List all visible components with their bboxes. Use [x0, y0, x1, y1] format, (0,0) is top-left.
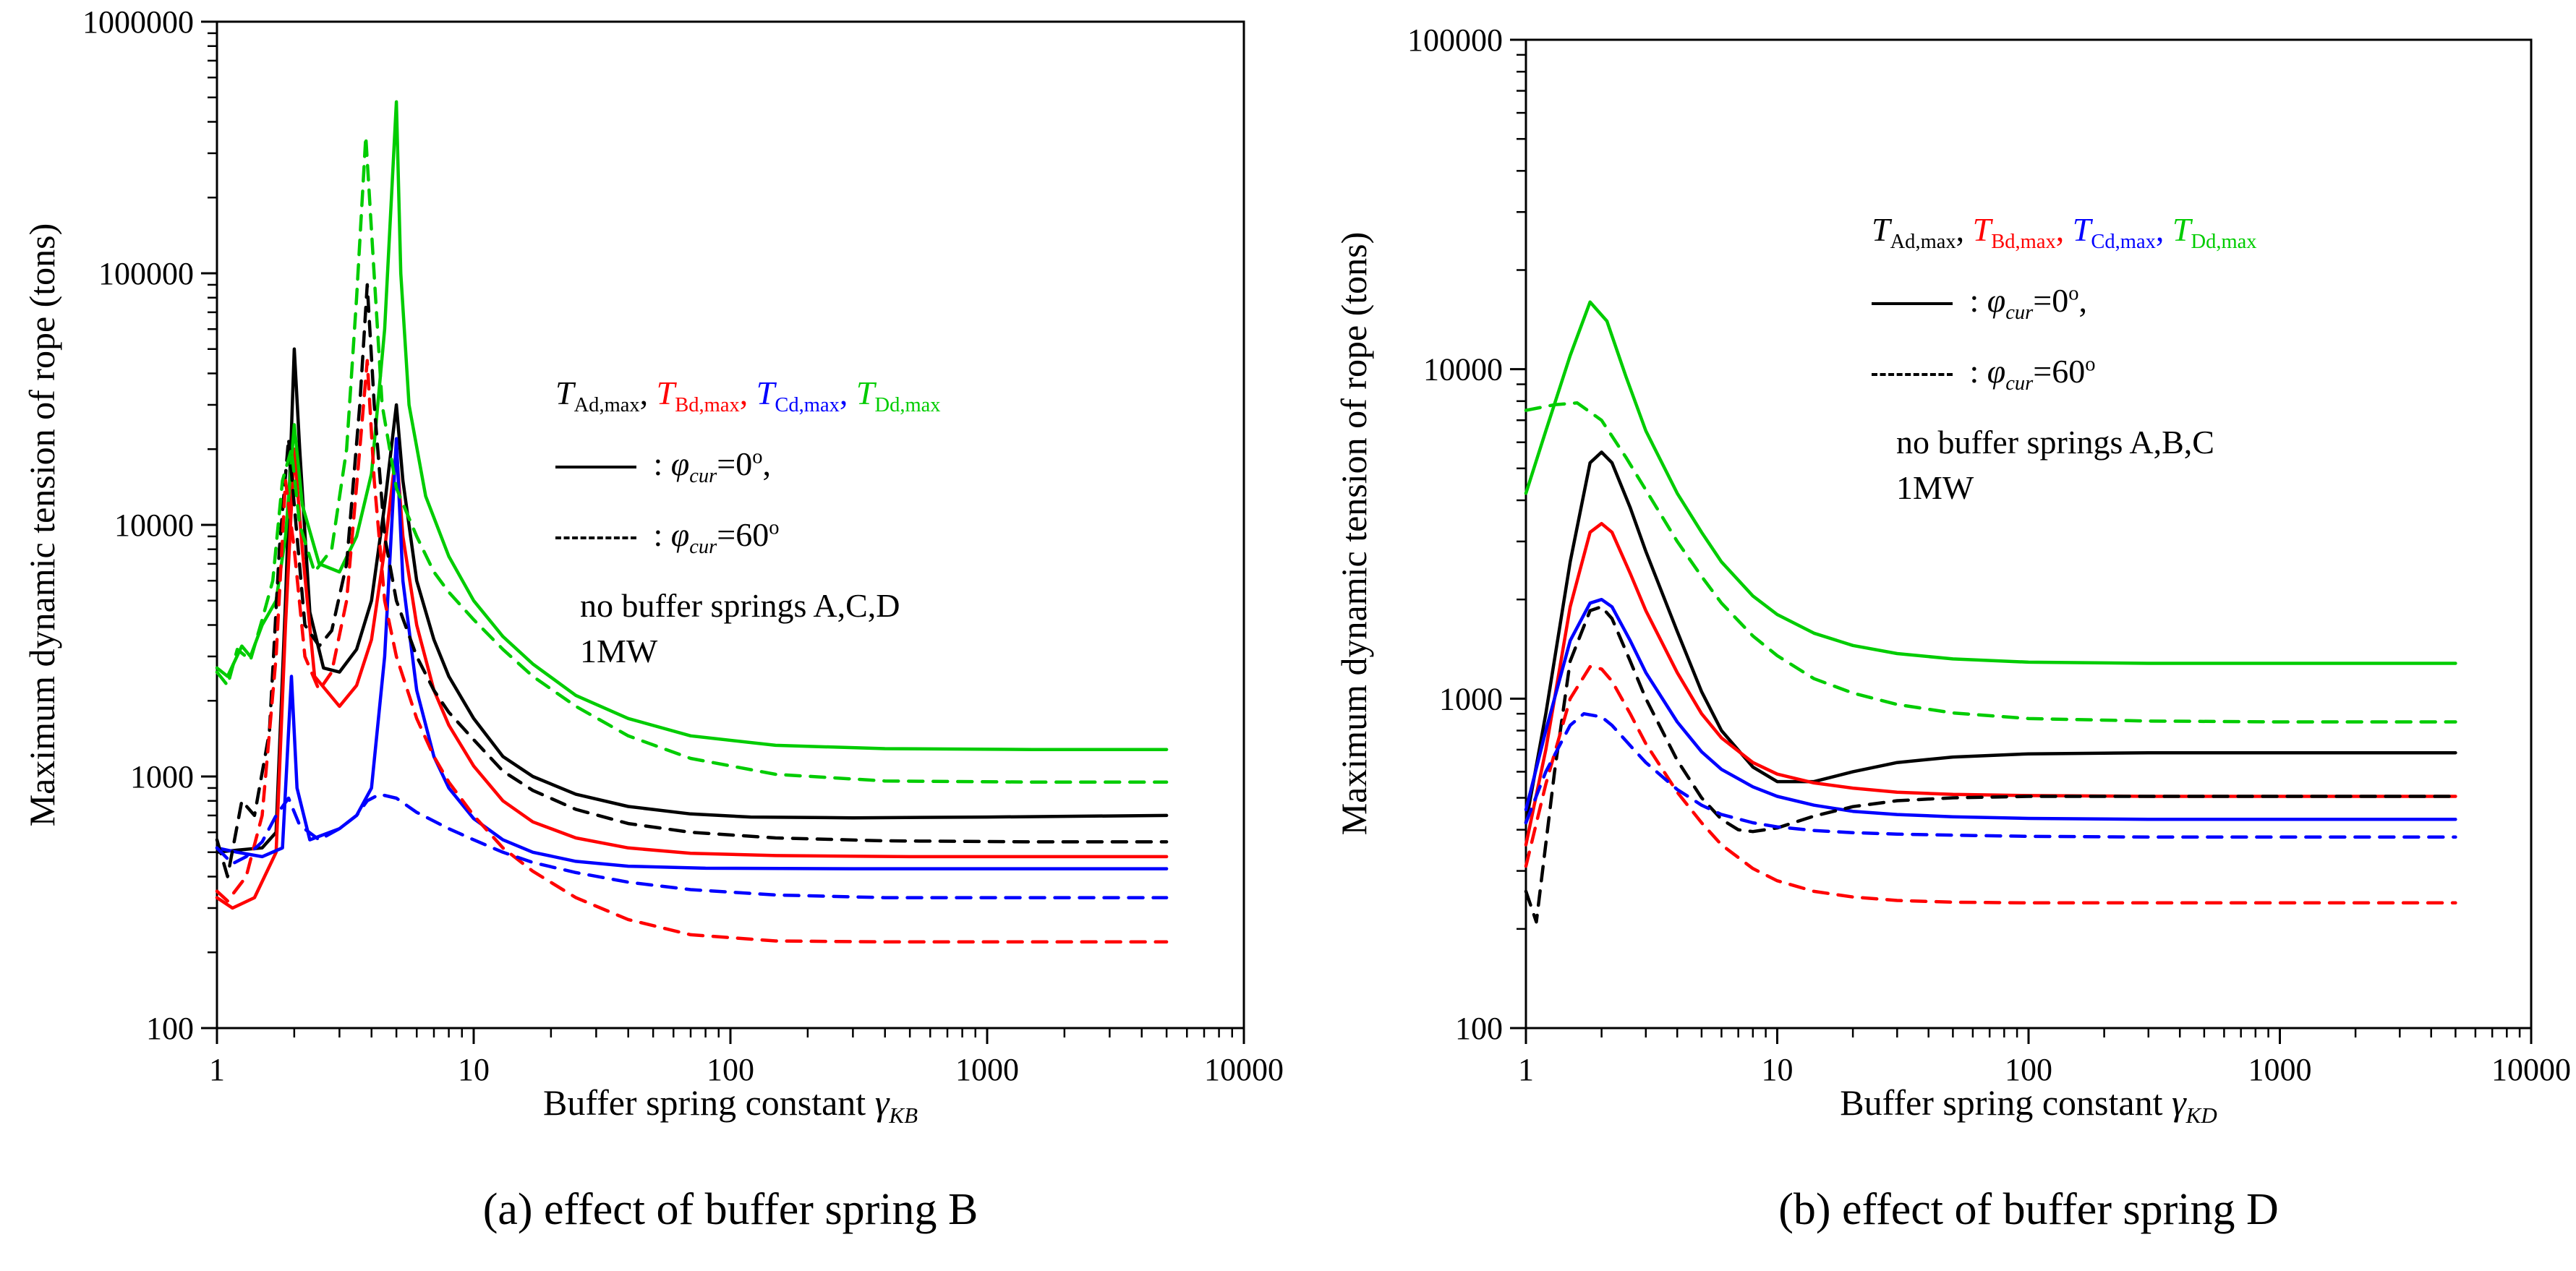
gamma-symbol: γ: [874, 1082, 890, 1123]
solid-line-sample: [1872, 302, 1953, 306]
dashed-line-sample: [555, 536, 636, 540]
x-axis-title-a: Buffer spring constant γKB: [543, 1082, 918, 1129]
caption-a: (a) effect of buffer spring B: [482, 1185, 978, 1234]
svg-text:10000: 10000: [1423, 352, 1503, 388]
svg-text:100: 100: [707, 1052, 754, 1087]
svg-text:10000: 10000: [1204, 1052, 1284, 1087]
legend-note-springs: no buffer springs A,B,C: [1896, 423, 2214, 461]
chart-a: 1 10 100 1000 10000 100 1000 10000 100000 1000000…: [22, 4, 1284, 1234]
plot-b: 1 10 100 1000 10000 100 1000 10000 100000: [1407, 22, 2571, 1087]
dashed-line-sample: [1872, 373, 1953, 377]
legend-note-power: 1MW: [1896, 468, 1974, 506]
legend-note-springs: no buffer springs A,C,D: [580, 586, 900, 624]
solid-line-sample: [555, 466, 636, 469]
x-axis-title-b: Buffer spring constant γKD: [1840, 1082, 2217, 1129]
svg-text:10: 10: [1762, 1052, 1794, 1087]
svg-text:1000: 1000: [2248, 1052, 2312, 1087]
legend-dashed-entry: : φcur=60o: [555, 516, 941, 560]
chart-b: 1 10 100 1000 10000 100 1000 10000 100000 Maximu…: [1302, 0, 2576, 1271]
svg-text:100: 100: [146, 1011, 194, 1046]
gamma-symbol: γ: [2171, 1082, 2186, 1123]
svg-text:100000: 100000: [98, 256, 194, 291]
legend-dashed-entry: : φcur=60o: [1872, 353, 2257, 396]
plot-a: 1 10 100 1000 10000 100 1000 10000 100000 1000000: [82, 4, 1284, 1087]
svg-text:10: 10: [458, 1052, 490, 1087]
svg-text:10000: 10000: [2491, 1052, 2571, 1087]
y-axis-title-a: Maximum dynamic tension of rope (tons): [22, 223, 62, 827]
legend-solid-entry: : φcur=0o,: [1872, 282, 2257, 325]
svg-text:1: 1: [1518, 1052, 1534, 1087]
gamma-subscript: KD: [2185, 1103, 2217, 1128]
legend-a: TAd,max, TBd,max, TCd,max, TDd,max : φcu…: [555, 375, 941, 678]
gamma-subscript: KB: [889, 1103, 918, 1128]
svg-text:100: 100: [1455, 1011, 1503, 1046]
legend-series-names: TAd,max, TBd,max, TCd,max, TDd,max: [555, 375, 941, 417]
legend-note-power: 1MW: [580, 632, 658, 669]
svg-text:1000: 1000: [955, 1052, 1019, 1087]
legend-b: TAd,max, TBd,max, TCd,max, TDd,max : φcu…: [1872, 211, 2257, 515]
legend-series-names: TAd,max, TBd,max, TCd,max, TDd,max: [1872, 211, 2257, 254]
y-axis-title-b: Maximum dynamic tension of rope (tons): [1334, 231, 1374, 836]
svg-text:1000: 1000: [1439, 681, 1503, 716]
x-axis-title-text: Buffer spring constant: [542, 1082, 875, 1123]
svg-text:1: 1: [209, 1052, 225, 1087]
svg-text:10000: 10000: [114, 508, 194, 543]
legend-solid-entry: : φcur=0o,: [555, 445, 941, 489]
svg-text:1000000: 1000000: [82, 4, 194, 40]
caption-b: (b) effect of buffer spring D: [1778, 1185, 2279, 1234]
x-axis-title-text: Buffer spring constant: [1840, 1082, 2172, 1123]
svg-text:100000: 100000: [1407, 22, 1503, 58]
svg-text:100: 100: [2005, 1052, 2052, 1087]
svg-text:1000: 1000: [130, 759, 194, 795]
